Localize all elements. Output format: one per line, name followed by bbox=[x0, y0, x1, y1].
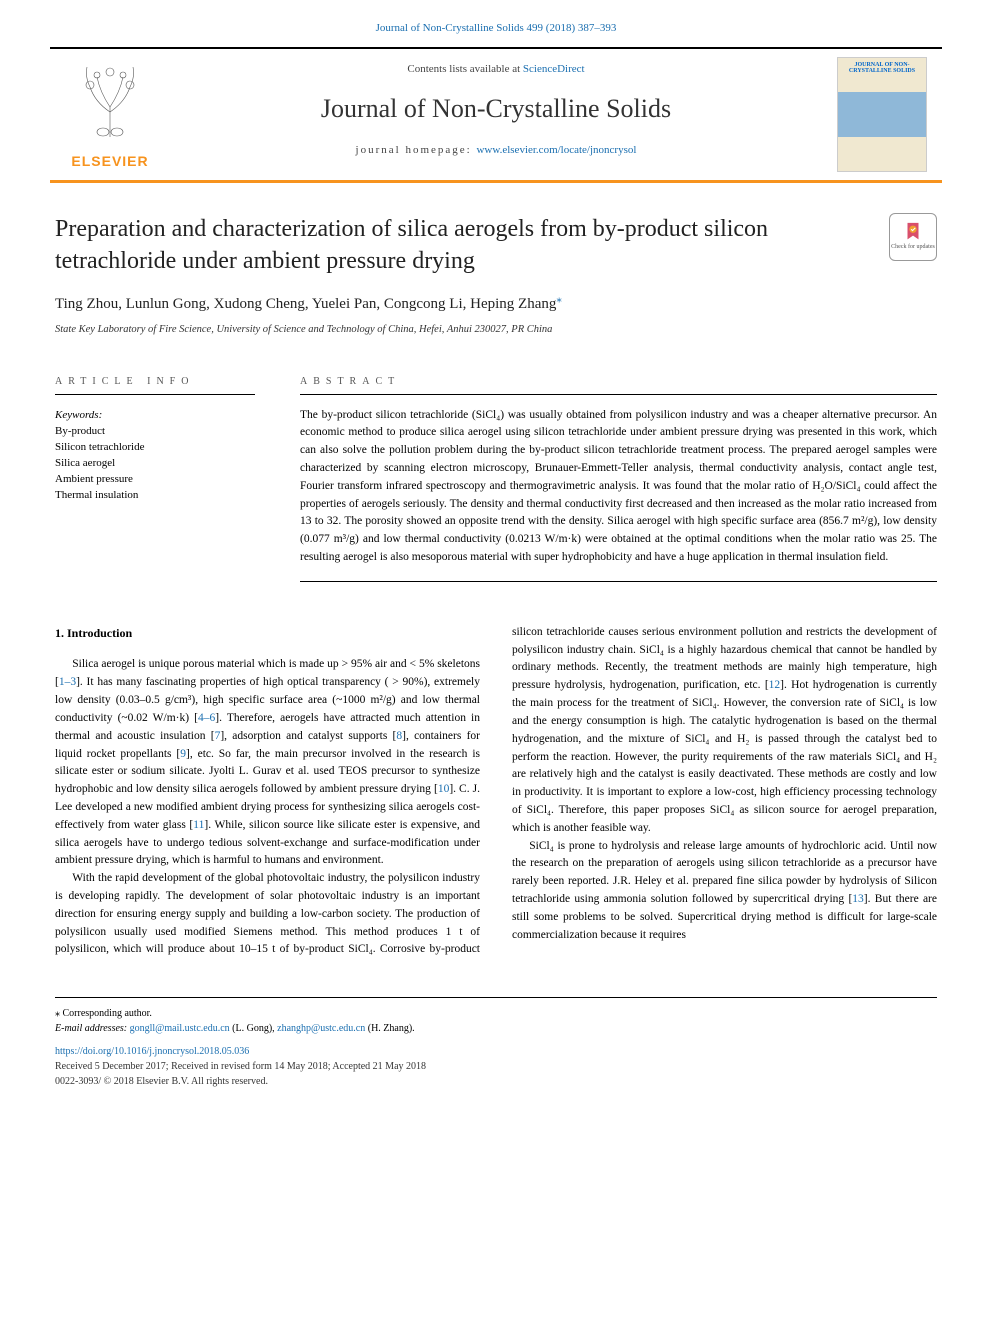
banner-center: Contents lists available at ScienceDirec… bbox=[170, 49, 822, 180]
affiliation: State Key Laboratory of Fire Science, Un… bbox=[55, 322, 937, 338]
keyword-item: Thermal insulation bbox=[55, 488, 255, 504]
email-name: (L. Gong), bbox=[230, 1023, 278, 1034]
citation-link[interactable]: 1–3 bbox=[59, 676, 76, 688]
elsevier-tree-icon bbox=[75, 57, 145, 142]
email-line: E-mail addresses: gongll@mail.ustc.edu.c… bbox=[55, 1021, 937, 1036]
check-updates-label: Check for updates bbox=[891, 243, 935, 252]
homepage-line: journal homepage: www.elsevier.com/locat… bbox=[170, 142, 822, 159]
received-line: Received 5 December 2017; Received in re… bbox=[55, 1059, 937, 1074]
article-title: Preparation and characterization of sili… bbox=[55, 213, 869, 278]
issue-reference: Journal of Non-Crystalline Solids 499 (2… bbox=[0, 0, 992, 47]
keyword-item: Ambient pressure bbox=[55, 472, 255, 488]
authors-text: Ting Zhou, Lunlun Gong, Xudong Cheng, Yu… bbox=[55, 296, 556, 312]
citation-link[interactable]: 10 bbox=[438, 783, 450, 795]
section-heading: 1. Introduction bbox=[55, 624, 480, 643]
email-link[interactable]: zhanghp@ustc.edu.cn bbox=[277, 1023, 365, 1034]
journal-cover-thumbnail: JOURNAL OF NON-CRYSTALLINE SOLIDS bbox=[837, 57, 927, 172]
email-link[interactable]: gongll@mail.ustc.edu.cn bbox=[130, 1023, 230, 1034]
corresponding-mark-icon: ⁎ bbox=[556, 293, 562, 305]
journal-name: Journal of Non-Crystalline Solids bbox=[170, 89, 822, 128]
keyword-item: By-product bbox=[55, 424, 255, 440]
check-updates-badge[interactable]: Check for updates bbox=[889, 213, 937, 261]
email-name: (H. Zhang). bbox=[365, 1023, 414, 1034]
author-list: Ting Zhou, Lunlun Gong, Xudong Cheng, Yu… bbox=[55, 291, 937, 316]
contents-line: Contents lists available at ScienceDirec… bbox=[170, 61, 822, 78]
issue-reference-link[interactable]: Journal of Non-Crystalline Solids 499 (2… bbox=[376, 22, 617, 34]
paragraph: Silica aerogel is unique porous material… bbox=[55, 656, 480, 870]
article-info-column: ARTICLE INFO Keywords: By-product Silico… bbox=[55, 374, 255, 582]
cover-title: JOURNAL OF NON-CRYSTALLINE SOLIDS bbox=[842, 62, 922, 75]
homepage-prefix: journal homepage: bbox=[356, 144, 477, 156]
citation-link[interactable]: 12 bbox=[769, 679, 781, 691]
publisher-block: ELSEVIER bbox=[50, 49, 170, 180]
abstract-column: ABSTRACT The by-product silicon tetrachl… bbox=[300, 374, 937, 582]
doi-link[interactable]: https://doi.org/10.1016/j.jnoncrysol.201… bbox=[55, 1046, 249, 1057]
keywords-heading: Keywords: bbox=[55, 407, 255, 424]
contents-prefix: Contents lists available at bbox=[407, 63, 522, 75]
citation-link[interactable]: 11 bbox=[193, 819, 204, 831]
email-prefix: E-mail addresses: bbox=[55, 1023, 130, 1034]
keyword-item: Silica aerogel bbox=[55, 456, 255, 472]
citation-link[interactable]: 13 bbox=[852, 893, 864, 905]
journal-cover-block: JOURNAL OF NON-CRYSTALLINE SOLIDS bbox=[822, 49, 942, 180]
abstract-label: ABSTRACT bbox=[300, 374, 937, 395]
homepage-link[interactable]: www.elsevier.com/locate/jnoncrysol bbox=[476, 144, 636, 156]
elsevier-wordmark: ELSEVIER bbox=[71, 151, 148, 172]
body-text: 1. Introduction Silica aerogel is unique… bbox=[55, 624, 937, 959]
footer: ⁎ Corresponding author. E-mail addresses… bbox=[55, 997, 937, 1089]
sciencedirect-link[interactable]: ScienceDirect bbox=[523, 63, 585, 75]
paragraph: SiCl₄ is prone to hydrolysis and release… bbox=[512, 838, 937, 945]
journal-banner: ELSEVIER Contents lists available at Sci… bbox=[50, 47, 942, 183]
abstract-text: The by-product silicon tetrachloride (Si… bbox=[300, 407, 937, 582]
bookmark-check-icon bbox=[902, 221, 924, 243]
citation-link[interactable]: 4–6 bbox=[198, 712, 215, 724]
corresponding-note: ⁎ Corresponding author. bbox=[55, 1006, 937, 1021]
copyright-line: 0022-3093/ © 2018 Elsevier B.V. All righ… bbox=[55, 1074, 937, 1089]
article-info-label: ARTICLE INFO bbox=[55, 374, 255, 395]
keyword-item: Silicon tetrachloride bbox=[55, 440, 255, 456]
